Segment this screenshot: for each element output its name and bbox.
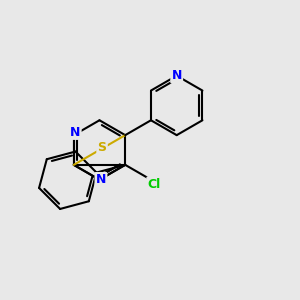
Text: N: N <box>172 69 182 82</box>
Text: N: N <box>96 173 106 186</box>
Text: S: S <box>98 140 106 154</box>
Text: N: N <box>70 126 80 139</box>
Text: Cl: Cl <box>148 178 161 191</box>
